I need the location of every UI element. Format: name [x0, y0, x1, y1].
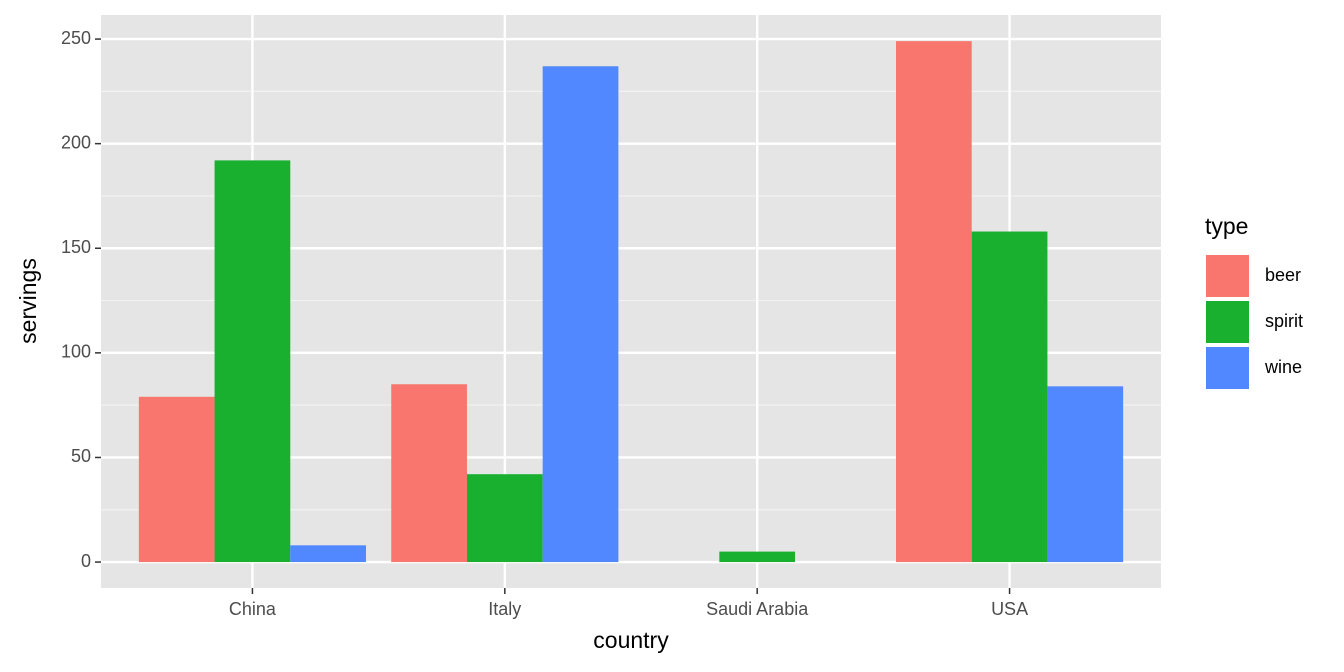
- bar: [1047, 386, 1124, 563]
- bar: [138, 396, 215, 563]
- legend-label: wine: [1264, 357, 1302, 377]
- y-tick-label: 50: [71, 446, 91, 466]
- x-tick-label: USA: [991, 599, 1028, 619]
- x-axis-title: country: [593, 627, 669, 653]
- y-tick-label: 150: [61, 237, 91, 257]
- y-tick-label: 100: [61, 342, 91, 362]
- x-tick-label: Saudi Arabia: [706, 599, 809, 619]
- bar: [542, 66, 619, 563]
- x-tick-label: China: [229, 599, 277, 619]
- legend-key: [1206, 301, 1249, 343]
- bar: [391, 384, 467, 563]
- bar: [896, 41, 972, 563]
- y-tick-label: 250: [61, 28, 91, 48]
- legend-title: type: [1205, 213, 1248, 239]
- y-tick-label: 200: [61, 132, 91, 152]
- legend-key: [1206, 255, 1249, 297]
- bar: [466, 474, 543, 563]
- y-tick-label: 0: [81, 551, 91, 571]
- x-tick-label: Italy: [488, 599, 521, 619]
- bar: [971, 231, 1048, 563]
- legend-label: spirit: [1265, 311, 1303, 331]
- y-axis-title: servings: [15, 258, 41, 344]
- legend-label: beer: [1265, 265, 1301, 285]
- bar: [290, 545, 366, 563]
- bar: [214, 160, 291, 563]
- bar: [719, 551, 796, 563]
- legend-key: [1206, 347, 1249, 389]
- bars: [138, 41, 1124, 563]
